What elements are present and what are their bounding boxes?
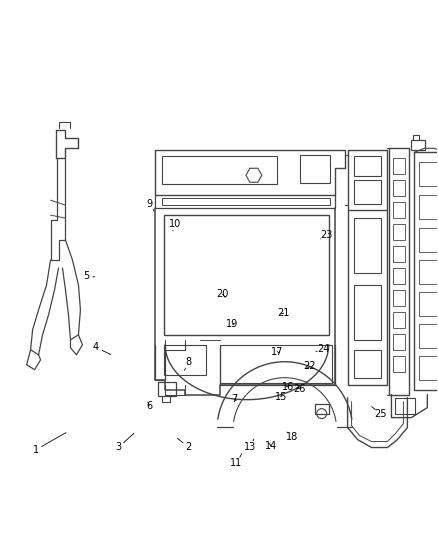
Text: 5: 5 [83,271,89,281]
Bar [314,403,328,414]
Bar [419,292,437,316]
Bar [393,356,406,372]
Bar [353,156,381,176]
Bar [419,195,437,219]
Bar [162,198,330,205]
Text: 25: 25 [374,409,387,419]
Bar [393,246,406,262]
Bar [164,215,328,335]
Text: 8: 8 [185,357,191,367]
Text: 18: 18 [286,432,298,442]
Text: 24: 24 [318,344,330,354]
Bar [419,324,437,348]
Bar [353,218,381,273]
Text: 4: 4 [93,342,99,352]
Bar [300,155,330,183]
Bar [419,356,437,379]
Bar [411,140,425,150]
Text: 22: 22 [304,361,316,372]
Bar [162,156,277,184]
Text: 11: 11 [230,458,243,468]
Text: 23: 23 [320,230,332,240]
Text: 2: 2 [185,442,191,452]
Bar [419,162,437,186]
Text: 3: 3 [116,442,122,452]
Text: 17: 17 [271,346,283,357]
Bar [393,312,406,328]
Bar [393,268,406,284]
Bar [393,334,406,350]
Text: 20: 20 [216,289,229,299]
Bar [419,260,437,284]
Bar [393,290,406,306]
Text: 26: 26 [293,384,306,394]
Text: 16: 16 [282,382,294,392]
Bar [396,398,415,414]
Text: 9: 9 [146,199,152,209]
Text: 14: 14 [265,441,278,451]
Bar [393,224,406,240]
Bar [393,158,406,174]
Text: 21: 21 [277,308,290,318]
Text: 15: 15 [275,392,288,402]
Text: 7: 7 [231,394,237,405]
Bar [353,285,381,340]
Bar [164,345,206,375]
Bar [220,345,332,383]
Bar [353,180,381,204]
Text: 10: 10 [169,219,181,229]
Text: 1: 1 [32,445,39,455]
Bar [393,180,406,196]
Text: 6: 6 [146,401,152,411]
Bar [393,202,406,218]
Text: 13: 13 [244,442,257,452]
Bar [158,382,176,395]
Bar [419,228,437,252]
Bar [353,350,381,378]
Text: 19: 19 [226,319,238,329]
